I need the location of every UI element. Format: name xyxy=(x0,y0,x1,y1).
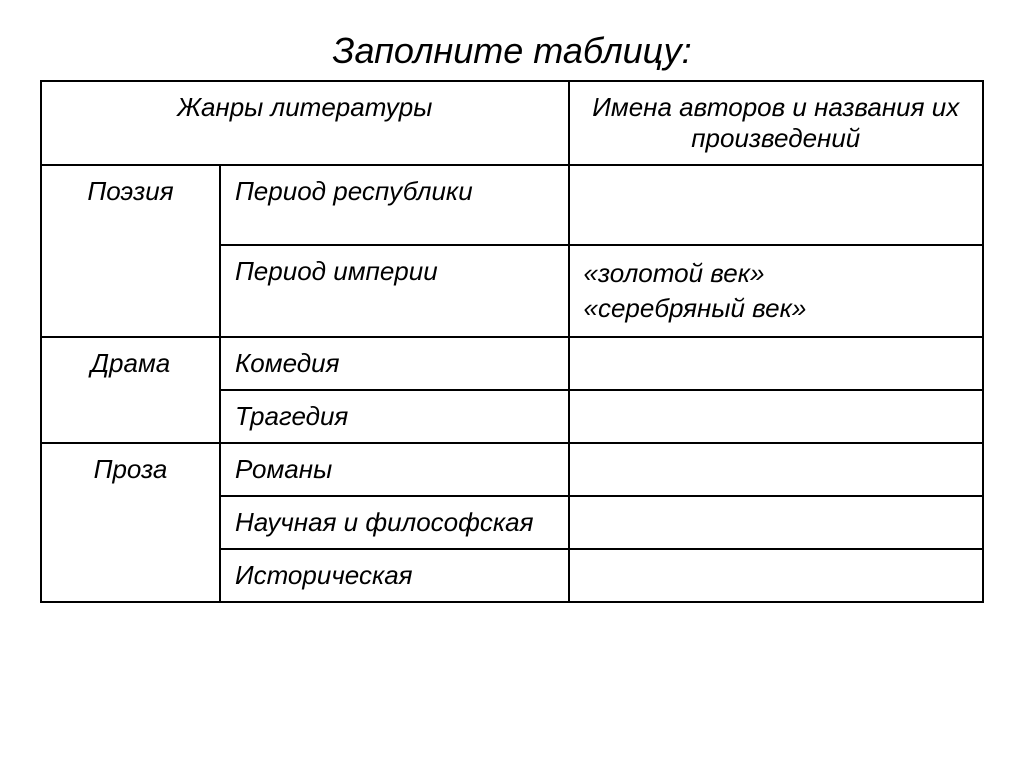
drama-val-tragedy xyxy=(569,390,984,443)
poetry-val-republic xyxy=(569,165,984,245)
header-row: Жанры литературы Имена авторов и названи… xyxy=(41,81,983,165)
prose-val-novels xyxy=(569,443,984,496)
table-row: Проза Романы xyxy=(41,443,983,496)
prose-sub-scientific: Научная и философская xyxy=(220,496,569,549)
prose-sub-novels: Романы xyxy=(220,443,569,496)
poetry-sub-empire: Период империи xyxy=(220,245,569,337)
table-row: Драма Комедия xyxy=(41,337,983,390)
genre-poetry: Поэзия xyxy=(41,165,220,337)
genre-drama: Драма xyxy=(41,337,220,443)
drama-sub-comedy: Комедия xyxy=(220,337,569,390)
header-authors: Имена авторов и названия их произведений xyxy=(569,81,984,165)
prose-sub-historical: Историческая xyxy=(220,549,569,602)
page-title: Заполните таблицу: xyxy=(40,30,984,72)
golden-age-text: «золотой век» xyxy=(584,256,969,291)
prose-val-historical xyxy=(569,549,984,602)
table-row: Поэзия Период республики xyxy=(41,165,983,245)
header-genres: Жанры литературы xyxy=(41,81,569,165)
prose-val-scientific xyxy=(569,496,984,549)
drama-val-comedy xyxy=(569,337,984,390)
silver-age-text: «серебряный век» xyxy=(584,291,969,326)
poetry-val-empire: «золотой век» «серебряный век» xyxy=(569,245,984,337)
drama-sub-tragedy: Трагедия xyxy=(220,390,569,443)
poetry-sub-republic: Период республики xyxy=(220,165,569,245)
literature-table: Жанры литературы Имена авторов и названи… xyxy=(40,80,984,603)
genre-prose: Проза xyxy=(41,443,220,602)
